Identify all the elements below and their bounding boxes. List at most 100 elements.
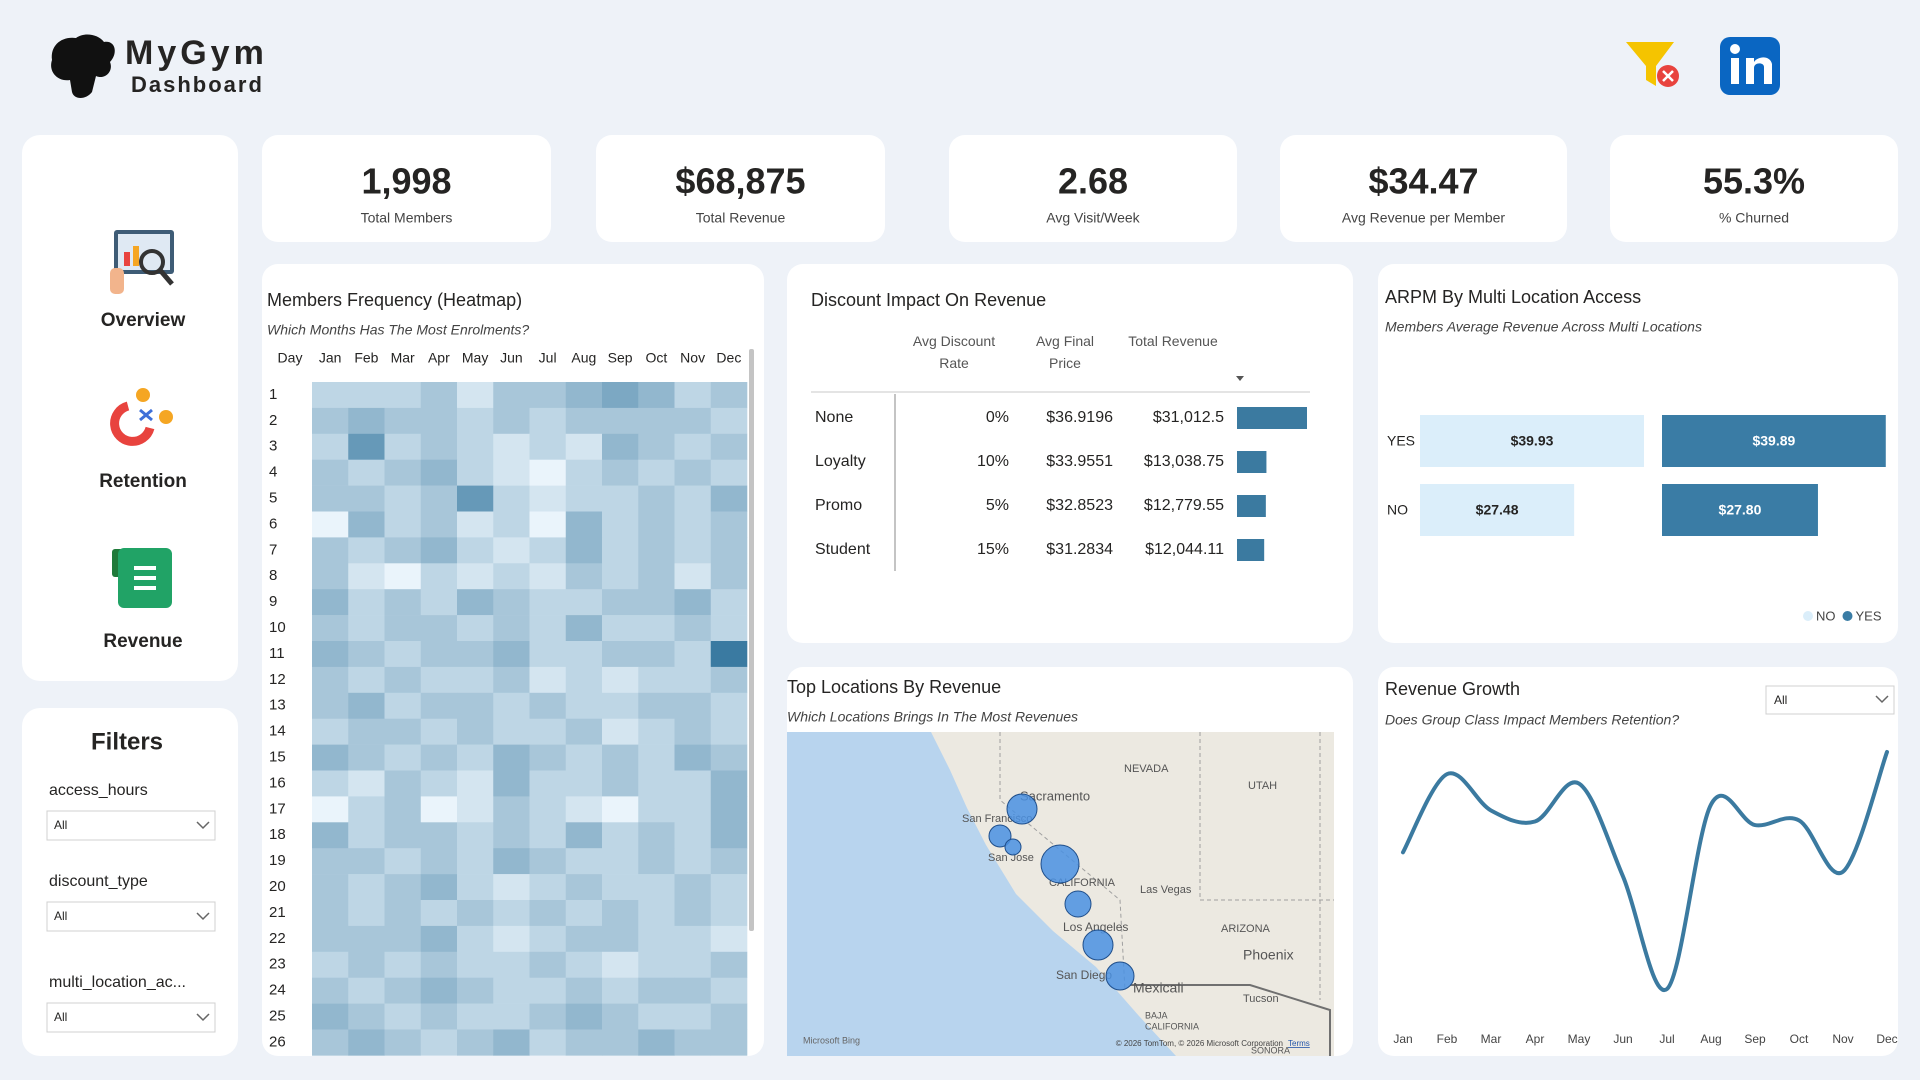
value-label: $39.89 xyxy=(1752,433,1795,449)
y-tick-label: 23 xyxy=(269,956,286,973)
heatmap-cell xyxy=(565,485,603,512)
heatmap-cell xyxy=(565,433,603,460)
filter-dropdown[interactable] xyxy=(46,810,216,841)
filter-value[interactable]: All xyxy=(54,1010,67,1024)
heatmap-cell xyxy=(457,925,494,953)
heatmap-cell xyxy=(420,511,458,538)
heatmap-cell xyxy=(638,666,675,694)
scrollbar[interactable] xyxy=(749,349,754,931)
heatmap-cell xyxy=(710,641,748,668)
heatmap-cell xyxy=(493,666,530,694)
map-title: Top Locations By Revenue xyxy=(787,677,1001,697)
filter-dropdown[interactable] xyxy=(46,901,216,932)
heatmap-cell xyxy=(565,977,603,1004)
heatmap-subtitle: Which Months Has The Most Enrolments? xyxy=(267,322,529,338)
heatmap-cell xyxy=(457,666,494,694)
heatmap-cell xyxy=(420,615,458,642)
heatmap-cell xyxy=(638,822,675,849)
overview-icon[interactable] xyxy=(110,230,174,294)
heatmap-cell xyxy=(457,407,494,435)
heatmap-cell xyxy=(565,1029,603,1056)
heatmap-cell xyxy=(674,641,712,668)
heatmap-cell xyxy=(493,1029,530,1056)
kpi-card xyxy=(262,135,551,242)
revenue-filter-value[interactable]: All xyxy=(1774,693,1787,707)
heatmap-cell xyxy=(384,796,422,823)
heatmap-cell xyxy=(348,692,385,719)
heatmap-cell xyxy=(674,796,712,823)
heatmap-cell xyxy=(457,770,494,797)
revenue-icon[interactable] xyxy=(112,548,172,608)
heatmap-cell xyxy=(710,874,748,901)
filter-value[interactable]: All xyxy=(54,909,67,923)
filter-value[interactable]: All xyxy=(54,818,67,832)
heatmap-cell xyxy=(674,563,712,590)
heatmap-cell xyxy=(638,615,675,642)
y-tick-label: 15 xyxy=(269,749,286,766)
x-tick-label: Jul xyxy=(539,350,557,366)
heatmap-cell xyxy=(384,1029,422,1056)
heatmap-cell xyxy=(420,744,458,771)
x-tick-label: May xyxy=(1568,1032,1591,1046)
bar xyxy=(1420,484,1575,536)
nav-retention[interactable]: Retention xyxy=(99,471,187,492)
kpi-card xyxy=(1610,135,1898,242)
heatmap-cell xyxy=(312,615,349,642)
heatmap-cell xyxy=(457,537,494,564)
linkedin-button[interactable] xyxy=(1720,37,1780,95)
heatmap-cell xyxy=(384,433,422,460)
heatmap-cell xyxy=(457,951,494,978)
x-tick-label: Oct xyxy=(645,350,667,366)
legend-label: YES xyxy=(1856,608,1882,623)
heatmap-cell xyxy=(565,796,603,823)
heatmap-cell xyxy=(348,1003,385,1030)
retention-icon[interactable] xyxy=(110,388,173,446)
column-header: Avg Final Price xyxy=(1035,333,1095,371)
nav-revenue[interactable]: Revenue xyxy=(103,631,182,652)
heatmap-cell xyxy=(565,718,603,745)
heatmap-cell xyxy=(638,692,675,719)
heatmap-cell xyxy=(710,951,748,978)
heatmap-cell xyxy=(602,900,639,927)
heatmap-cell xyxy=(565,511,603,538)
map-terms[interactable]: Terms xyxy=(1288,1039,1310,1048)
clear-filters-button[interactable] xyxy=(1626,42,1679,87)
heatmap-cell xyxy=(710,900,748,927)
y-tick-label: 9 xyxy=(269,593,277,610)
heatmap-cell xyxy=(565,744,603,771)
heatmap-cell xyxy=(457,718,494,745)
filter-dropdown[interactable] xyxy=(46,1002,216,1033)
y-tick-label: YES xyxy=(1387,433,1415,449)
heatmap-cell xyxy=(312,900,349,927)
y-tick-label: 22 xyxy=(269,930,286,947)
heatmap-cell xyxy=(420,925,458,953)
heatmap-cell xyxy=(638,848,675,875)
x-tick-label: Aug xyxy=(1700,1032,1721,1046)
column-header: Avg Discount Rate xyxy=(912,333,996,371)
x-tick-label: Mar xyxy=(391,350,415,366)
x-tick-label: Jun xyxy=(1613,1032,1632,1046)
heatmap-cell xyxy=(493,563,530,590)
heatmap-cell xyxy=(638,563,675,590)
revenue-filter-dropdown[interactable] xyxy=(1765,685,1895,715)
heatmap-cell xyxy=(602,848,639,875)
heatmap-cell xyxy=(602,925,639,953)
y-tick-label: 12 xyxy=(269,671,286,688)
heatmap-cell xyxy=(493,770,530,797)
heatmap-cell xyxy=(529,744,567,771)
map-label: Tucson xyxy=(1243,993,1279,1005)
heatmap-cell xyxy=(420,589,458,616)
heatmap-cell xyxy=(384,874,422,901)
bar xyxy=(1662,484,1818,536)
heatmap-cell xyxy=(493,407,530,435)
heatmap-cell xyxy=(710,977,748,1004)
legend-label: NO xyxy=(1816,608,1836,623)
filter-label: multi_location_ac... xyxy=(49,974,186,991)
heatmap-cell xyxy=(312,848,349,875)
heatmap-cell xyxy=(710,744,748,771)
heatmap-cell xyxy=(312,563,349,590)
nav-overview[interactable]: Overview xyxy=(101,310,186,331)
cell: 0% xyxy=(986,409,1009,426)
map-label: NEVADA xyxy=(1124,763,1169,775)
heatmap-cell xyxy=(529,1029,567,1056)
